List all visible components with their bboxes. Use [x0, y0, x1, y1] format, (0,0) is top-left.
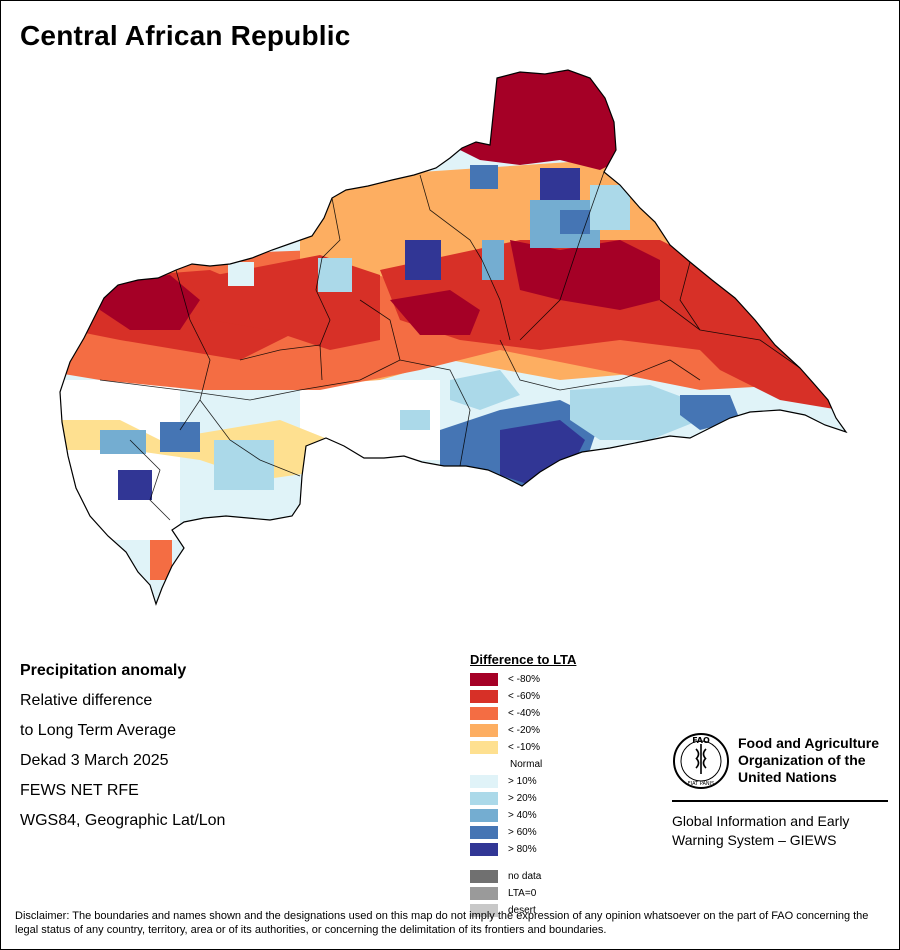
- legend-item: Normal: [470, 756, 576, 773]
- info-heading: Precipitation anomaly: [20, 662, 187, 679]
- fao-emblem-motto: FIAT PANIS: [688, 781, 715, 787]
- org-line-1: Food and Agriculture: [738, 735, 880, 751]
- legend-swatch: [470, 690, 498, 703]
- legend-label: LTA=0: [508, 888, 537, 899]
- info-projection: WGS84, Geographic Lat/Lon: [20, 812, 226, 829]
- legend-item: < -20%: [470, 722, 576, 739]
- legend-label: desert: [508, 905, 536, 916]
- legend-swatch: [470, 741, 498, 754]
- info-line-2: to Long Term Average: [20, 722, 176, 739]
- legend-swatch: [470, 809, 498, 822]
- info-period: Dekad 3 March 2025: [20, 752, 169, 769]
- legend-label: < -40%: [508, 708, 540, 719]
- legend-item: > 80%: [470, 841, 576, 858]
- legend-extra-rows: no data LTA=0 desert: [470, 868, 576, 919]
- legend-swatch: [470, 792, 498, 805]
- legend-item: > 20%: [470, 790, 576, 807]
- disclaimer: Disclaimer: The boundaries and names sho…: [15, 910, 869, 936]
- giews-name: Global Information and Early Warning Sys…: [672, 812, 849, 850]
- legend-label: < -60%: [508, 691, 540, 702]
- logo-divider: [672, 800, 888, 802]
- org-line-3: United Nations: [738, 769, 837, 785]
- map-info-block: Precipitation anomaly Relative differenc…: [20, 656, 225, 836]
- legend-item: < -80%: [470, 671, 576, 688]
- legend-label: > 20%: [508, 793, 537, 804]
- legend-label: no data: [508, 871, 542, 882]
- giews-line-2: Warning System – GIEWS: [672, 832, 837, 848]
- legend-item: < -10%: [470, 739, 576, 756]
- info-source: FEWS NET RFE: [20, 782, 139, 799]
- fao-emblem-icon: FAO FIAT PANIS: [673, 733, 729, 789]
- legend-swatch: [470, 904, 498, 917]
- legend-swatch: [470, 724, 498, 737]
- legend-swatch: [470, 775, 498, 788]
- legend-label: Normal: [510, 759, 543, 770]
- legend-swatch: [470, 758, 498, 771]
- legend-label: > 40%: [508, 810, 537, 821]
- legend-item: > 40%: [470, 807, 576, 824]
- org-line-2: Organization of the: [738, 752, 866, 768]
- anomaly-raster: [60, 70, 846, 604]
- legend-label: < -20%: [508, 725, 540, 736]
- map-title: Central African Republic: [20, 20, 351, 51]
- giews-line-1: Global Information and Early: [672, 813, 850, 829]
- legend-label: < -10%: [508, 742, 540, 753]
- admin-boundaries: [99, 171, 801, 521]
- legend-swatch: [470, 843, 498, 856]
- legend-swatch: [470, 826, 498, 839]
- legend-swatch: [470, 887, 498, 900]
- legend-swatch: [470, 870, 498, 883]
- legend-title: Difference to LTA: [470, 652, 577, 667]
- legend-item: < -60%: [470, 688, 576, 705]
- legend-item: > 60%: [470, 824, 576, 841]
- legend-label: > 60%: [508, 827, 537, 838]
- legend-extra-item: desert: [470, 902, 576, 919]
- legend-extra-item: no data: [470, 868, 576, 885]
- legend: Difference to LTA < -80% < -60% < -40% < -2…: [470, 652, 576, 919]
- anomaly-map: [59, 69, 847, 605]
- legend-item: > 10%: [470, 773, 576, 790]
- info-line-1: Relative difference: [20, 692, 153, 709]
- legend-swatch: [470, 673, 498, 686]
- legend-label: < -80%: [508, 674, 540, 685]
- legend-extra-item: LTA=0: [470, 885, 576, 902]
- fao-emblem-text: FAO: [692, 736, 710, 745]
- legend-label: > 80%: [508, 844, 537, 855]
- legend-item: < -40%: [470, 705, 576, 722]
- fao-org-name: Food and Agriculture Organization of the…: [738, 735, 879, 786]
- legend-swatch: [470, 707, 498, 720]
- legend-label: > 10%: [508, 776, 537, 787]
- legend-rows: < -80% < -60% < -40% < -20% < -10% Normal > 10…: [470, 671, 576, 858]
